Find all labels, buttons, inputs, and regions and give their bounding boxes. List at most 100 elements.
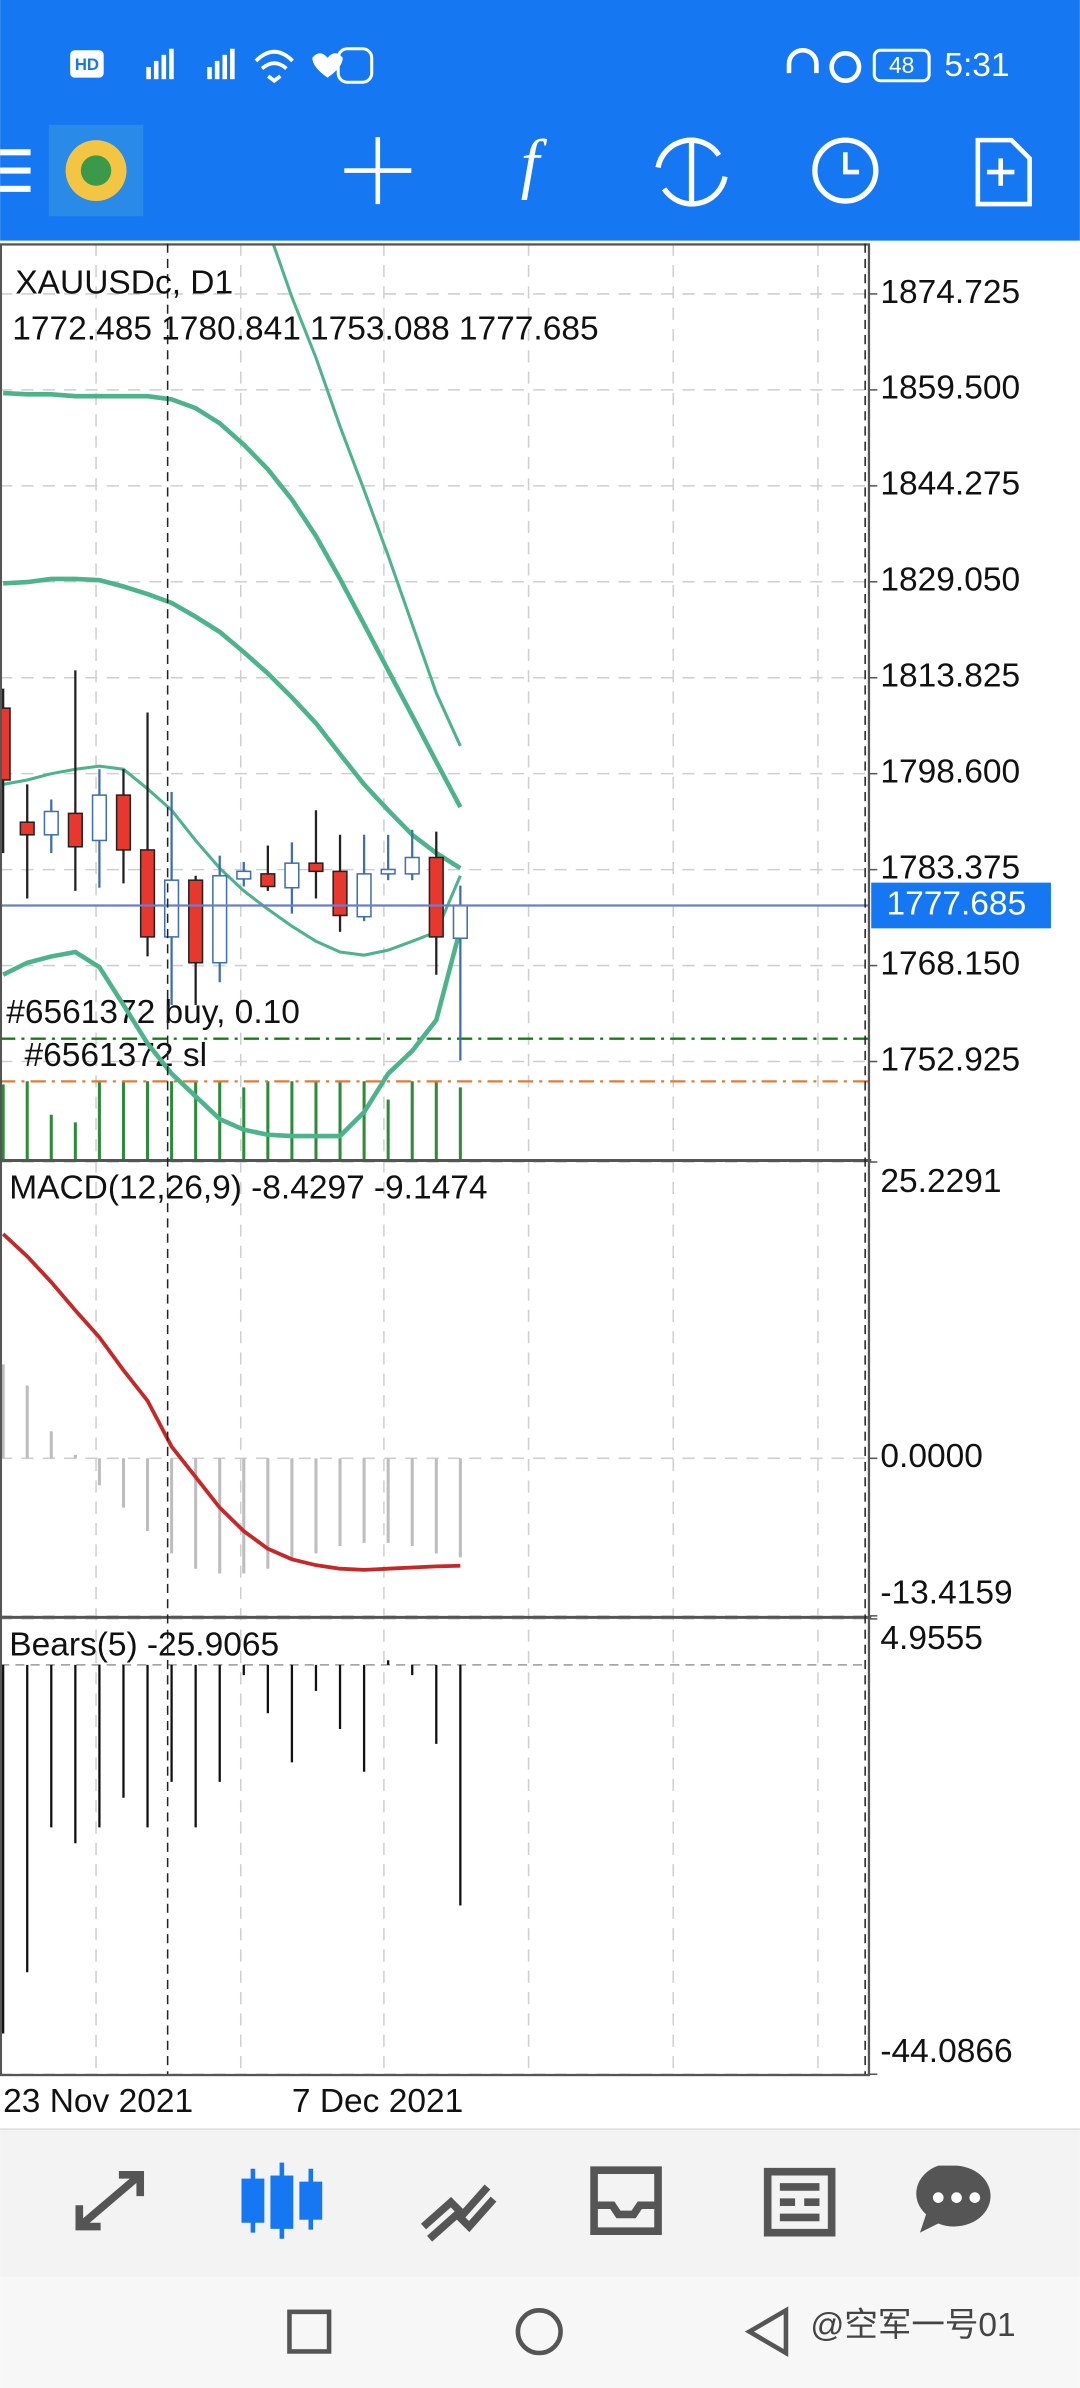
hand-icon <box>336 47 374 84</box>
y-tick-label: 1783.375 <box>880 849 1020 886</box>
macd-bar <box>362 1458 366 1543</box>
y-tick-label: -13.4159 <box>880 1574 1012 1611</box>
status-bar: HD 48 5:31 <box>70 47 1010 84</box>
order-label: #6561372 sl <box>24 1037 207 1074</box>
high-value: 1780.841 <box>161 310 301 347</box>
candle-body <box>332 870 348 917</box>
y-tick-label: 1768.150 <box>880 945 1020 982</box>
y-tick-label: -44.0866 <box>880 2033 1012 2070</box>
candle-body <box>380 868 396 875</box>
y-tick-label: 1874.725 <box>880 274 1020 311</box>
candle-body <box>0 707 11 781</box>
ohlc-readout: 1772.485 1780.841 1753.088 1777.685 <box>12 310 598 347</box>
y-tick-label: 25.2291 <box>880 1163 1001 1200</box>
bears-pane <box>0 1618 869 2075</box>
candle-body <box>115 794 132 851</box>
price-pane: #6561372 buy, 0.10 #6561372 sl <box>0 243 869 1161</box>
y-tick-label: 1798.600 <box>880 754 1020 791</box>
recents-button[interactable] <box>287 2309 332 2354</box>
signal-icons <box>146 48 235 80</box>
app-bar <box>0 0 1080 241</box>
indicator-line <box>2 928 463 1139</box>
headphone-icon <box>786 47 819 74</box>
axes: 1874.725 1859.500 1844.275 1829.050 1813.825… <box>3 274 1051 2120</box>
quotes-tab[interactable] <box>75 2170 145 2231</box>
macd-bar <box>194 1458 198 1569</box>
back-button[interactable] <box>744 2306 789 2357</box>
y-tick-label: 0.0000 <box>880 1438 982 1475</box>
macd-bar <box>242 1458 246 1574</box>
candle-body <box>356 873 372 918</box>
history-tab[interactable] <box>590 2166 662 2235</box>
low-value: 1753.088 <box>310 310 450 347</box>
candle-body <box>308 862 324 873</box>
candle-body <box>428 856 444 938</box>
y-tick-label: 1844.275 <box>880 466 1020 503</box>
signal-value: -9.1474 <box>374 1169 488 1206</box>
news-tab[interactable] <box>763 2167 836 2237</box>
home-button[interactable] <box>515 2308 563 2356</box>
candle-body <box>67 812 83 848</box>
macd-bar <box>386 1458 390 1543</box>
period-button[interactable] <box>812 137 879 204</box>
candle-body <box>404 856 420 875</box>
macd-bar <box>218 1458 222 1574</box>
macd-bar <box>170 1458 174 1554</box>
indicator-line <box>2 764 462 957</box>
toolbar: f <box>0 124 1032 217</box>
x-tick-label: 23 Nov 2021 <box>3 2083 193 2120</box>
system-nav <box>0 2276 1080 2388</box>
open-value: 1772.485 <box>12 310 152 347</box>
macd-pane <box>0 1162 869 1616</box>
candle-body <box>19 821 35 836</box>
period-hand <box>843 152 860 175</box>
bears-value: -25.9065 <box>147 1626 279 1663</box>
y-tick-label: 1752.925 <box>880 1041 1020 1078</box>
crosshair-button[interactable] <box>344 137 412 205</box>
chart-tab[interactable] <box>241 2162 323 2239</box>
y-tick-label: 4.9555 <box>880 1620 982 1657</box>
macd-bar <box>25 1385 29 1459</box>
candle-body <box>284 862 300 889</box>
candle-body <box>212 875 228 964</box>
macd-bar <box>434 1458 438 1554</box>
price-tag-label: 1777.685 <box>886 885 1026 922</box>
chat-tab[interactable] <box>916 2165 991 2233</box>
network-label: HD <box>75 55 99 74</box>
close-value: 1777.685 <box>459 310 599 347</box>
signal-line <box>1 1232 461 1572</box>
symbol-title: XAUUSDc, D1 <box>15 265 233 302</box>
wifi-icon <box>254 49 294 84</box>
menu-button[interactable] <box>0 149 31 192</box>
indicator-line <box>271 243 462 747</box>
candle-body <box>188 879 204 964</box>
vertical-grid <box>95 243 819 2075</box>
macd-value: -8.4297 <box>251 1169 365 1206</box>
trade-tab[interactable] <box>420 2184 497 2242</box>
hd-badge <box>70 50 104 78</box>
pane-frames <box>0 243 872 2077</box>
macd-bar <box>1 1364 5 1459</box>
trade-button[interactable] <box>655 137 728 207</box>
macd-bar <box>266 1458 270 1569</box>
watermark: @空军一号01 <box>810 2307 1015 2344</box>
macd-bar <box>73 1454 77 1459</box>
macd-bar <box>338 1458 342 1546</box>
price-tag <box>871 882 1051 929</box>
order-label: #6561372 buy, 0.10 <box>6 994 300 1031</box>
macd-bar <box>121 1458 125 1508</box>
y-tick-label: 1859.500 <box>880 370 1020 407</box>
bears-title: Bears(5) -25.9065 <box>9 1626 279 1663</box>
y-tick-label: 1829.050 <box>880 562 1020 599</box>
candle-body <box>260 873 276 888</box>
candle-body <box>139 849 156 938</box>
macd-bar <box>314 1458 318 1554</box>
alarm-icon <box>829 51 862 84</box>
bears-name: Bears(5) <box>9 1626 137 1663</box>
indicator-line <box>3 576 462 871</box>
new-order-button[interactable] <box>975 137 1032 207</box>
indicator-line <box>3 390 463 809</box>
clock: 5:31 <box>944 47 1009 84</box>
